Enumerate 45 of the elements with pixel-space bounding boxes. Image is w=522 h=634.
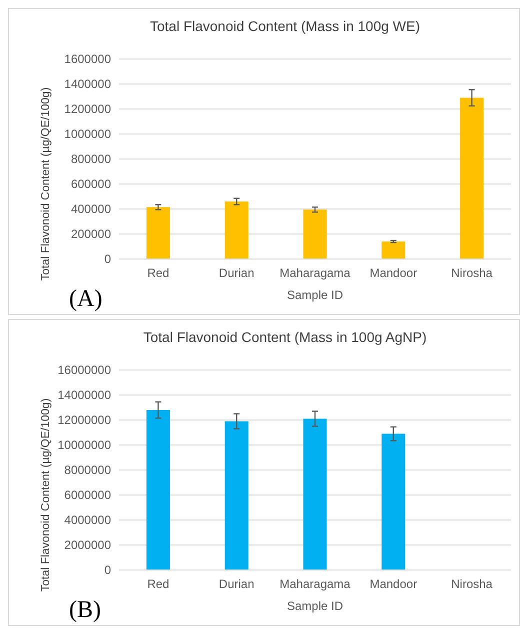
y-tick-label: 1600000 <box>64 52 112 66</box>
y-tick-label: 0 <box>104 563 112 578</box>
bar <box>146 207 170 259</box>
y-tick-label: 200000 <box>70 227 112 242</box>
x-tick-label: Nirosha <box>451 577 493 591</box>
x-tick-label: Mandoor <box>370 577 418 591</box>
x-tick-label: Mandoor <box>370 266 418 280</box>
y-axis-title: Total Flavonoid Content (µg/QE/100g) <box>40 398 52 592</box>
bar <box>460 98 484 259</box>
x-tick-label: Red <box>147 577 170 591</box>
y-tick-label: 2000000 <box>64 538 112 552</box>
x-axis-title: Sample ID <box>286 599 344 613</box>
y-tick-label: 8000000 <box>64 463 112 478</box>
y-tick-label: 14000000 <box>58 388 112 402</box>
y-axis-title: Total Flavonoid Content (µg/QE/100g) <box>40 87 52 281</box>
bar <box>224 421 248 570</box>
bar <box>303 418 327 570</box>
y-tick-label: 16000000 <box>58 363 112 378</box>
y-tick-label: 6000000 <box>64 488 112 502</box>
y-tick-label: 800000 <box>70 152 112 166</box>
text: (A) <box>69 286 102 312</box>
y-tick-label: 1200000 <box>64 102 112 116</box>
bar <box>146 410 170 570</box>
bar <box>382 434 406 570</box>
y-tick-label: 10000000 <box>58 438 112 452</box>
bar <box>224 202 248 259</box>
x-tick-label: Nirosha <box>451 266 493 280</box>
text: (B) <box>69 597 101 623</box>
x-axis-title: Sample ID <box>286 288 344 302</box>
y-tick-label: 1000000 <box>64 127 112 142</box>
y-tick-label: 1400000 <box>64 77 112 92</box>
y-tick-label: 0 <box>104 252 112 266</box>
x-tick-label: Durian <box>218 577 254 591</box>
y-tick-label: 4000000 <box>64 513 112 528</box>
y-tick-label: 600000 <box>70 177 112 192</box>
chart-title: Total Flavonoid Content (Mass in 100g WE) <box>150 18 420 34</box>
chart-title: Total Flavonoid Content (Mass in 100g AgNP) <box>143 329 427 345</box>
bar <box>382 242 406 259</box>
x-tick-label: Red <box>147 266 170 280</box>
y-tick-label: 400000 <box>70 202 112 216</box>
bar <box>303 210 327 259</box>
x-tick-label: Maharagama <box>280 577 351 591</box>
y-tick-label: 12000000 <box>58 413 112 428</box>
x-tick-label: Maharagama <box>280 266 351 280</box>
x-tick-label: Durian <box>218 266 254 280</box>
